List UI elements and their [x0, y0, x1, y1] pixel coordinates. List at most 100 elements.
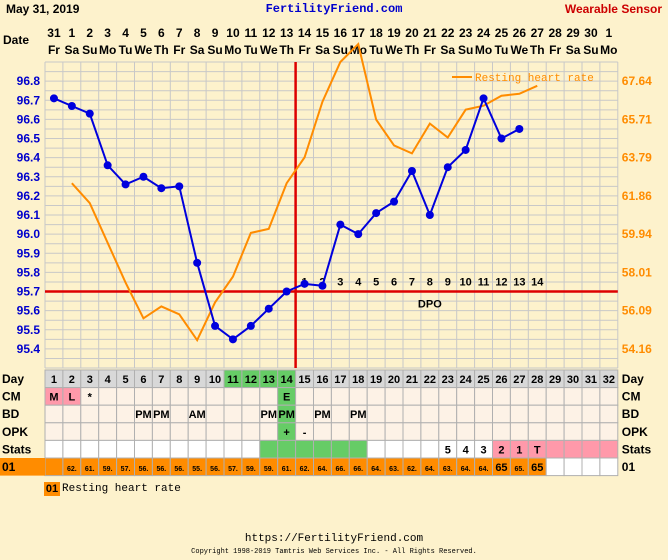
cell-day: 17 [334, 374, 346, 386]
date-label: 10 [226, 26, 240, 40]
weekday-label: Mo [224, 43, 241, 57]
left-tick-label: 96.8 [17, 74, 41, 88]
cell-opk: - [303, 427, 307, 439]
cell-day: 2 [69, 374, 75, 386]
table-cell [599, 387, 619, 406]
table-cell [205, 422, 225, 441]
table-cell [348, 387, 368, 406]
date-label: 25 [495, 26, 509, 40]
date-label: 24 [477, 26, 491, 40]
table-cell [80, 404, 100, 424]
cell-rhr: 65 [495, 462, 507, 474]
cell-rhr: 57. [228, 466, 238, 473]
left-tick-label: 96.5 [17, 132, 41, 146]
cell-rhr: 62. [67, 466, 77, 473]
table-cell [295, 404, 315, 424]
left-tick-label: 95.4 [17, 342, 41, 356]
cell-day: 27 [513, 374, 525, 386]
weekday-label: Tu [369, 43, 383, 57]
cell-stats: 1 [516, 444, 522, 456]
table-cell [134, 387, 153, 406]
date-label: 9 [212, 26, 219, 40]
table-cell [545, 439, 565, 459]
cell-bd: PM [350, 409, 367, 421]
table-cell [527, 387, 547, 406]
table-cell [62, 422, 82, 441]
temp-point [497, 134, 506, 143]
date-label: 21 [423, 26, 437, 40]
cell-rhr: 56. [174, 466, 184, 473]
table-cell [456, 404, 476, 424]
cell-day: 16 [316, 374, 328, 386]
weekday-label: Fr [299, 43, 311, 57]
cell-stats: T [534, 444, 541, 456]
table-cell [509, 422, 529, 441]
left-tick-label: 95.6 [17, 304, 41, 318]
weekday-label: Sa [566, 43, 581, 57]
cell-day: 26 [495, 374, 507, 386]
fertility-chart: 31 1 2 3 4 5 6 7 8 9 10 11 12 13 14 15 16 17 18 19 20 21 22 23 2… [0, 26, 652, 477]
date-row-label: Date [3, 33, 29, 47]
table-cell [384, 387, 404, 406]
table-cell [223, 387, 243, 406]
table-cell [330, 439, 350, 459]
temp-point [318, 281, 327, 290]
row-label-left: BD [2, 407, 20, 421]
left-tick-label: 96.4 [17, 151, 41, 165]
temp-point [336, 220, 345, 229]
date-label: 1 [69, 26, 76, 40]
table-cell [44, 422, 64, 441]
cell-day: 7 [158, 374, 164, 386]
table-cell [241, 439, 261, 459]
header-sensor: Wearable Sensor [564, 2, 662, 16]
cell-day: 25 [477, 374, 489, 386]
table-cell [98, 439, 118, 459]
cell-bd: AM [189, 409, 206, 421]
table-cell [384, 404, 404, 424]
table-cell [509, 404, 529, 424]
table-cell [474, 387, 494, 406]
weekday-label: Th [530, 43, 545, 57]
cell-day: 20 [388, 374, 400, 386]
table-cell [492, 404, 511, 424]
table-cell [545, 387, 565, 406]
cell-cm: L [68, 392, 75, 404]
cell-rhr: 59. [103, 466, 113, 473]
table-cell [599, 439, 619, 459]
cell-day: 29 [549, 374, 561, 386]
date-label: 17 [352, 26, 366, 40]
table-cell [492, 422, 511, 441]
cell-rhr: 63. [443, 466, 453, 473]
cell-stats: 2 [498, 444, 504, 456]
table-cell [259, 439, 279, 459]
right-tick-label: 67.64 [622, 74, 652, 88]
table-cell [116, 439, 135, 459]
table-cell [80, 439, 100, 459]
date-label: 12 [262, 26, 276, 40]
right-tick-label: 63.79 [622, 151, 652, 165]
table-cell [330, 387, 350, 406]
weekday-label: Su [583, 43, 598, 57]
table-cell [205, 387, 225, 406]
row-label-right: Day [622, 372, 644, 386]
cell-day: 22 [424, 374, 436, 386]
table-cell [223, 422, 243, 441]
temp-point [515, 124, 524, 133]
table-cell [44, 439, 64, 459]
footer-url[interactable]: https://FertilityFriend.com [244, 533, 424, 545]
table-cell [295, 387, 315, 406]
temp-point [372, 209, 381, 218]
weekday-label: We [385, 43, 403, 57]
header-site[interactable]: FertilityFriend.com [265, 2, 403, 16]
weekday-label: Th [154, 43, 169, 57]
table-cell [527, 422, 547, 441]
temp-point [390, 197, 399, 206]
rhr-line [71, 42, 538, 343]
table-cell [581, 439, 601, 459]
cell-day: 31 [585, 374, 597, 386]
weekday-label: Mo [350, 43, 367, 57]
table-cell [259, 387, 279, 406]
cell-rhr: 64. [371, 466, 381, 473]
cell-bd: PM [314, 409, 331, 421]
table-cell [402, 422, 422, 441]
